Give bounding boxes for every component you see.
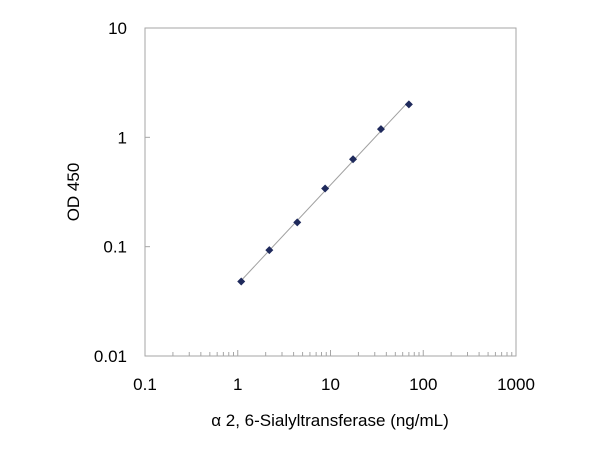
- data-point: [321, 184, 330, 193]
- data-points: [237, 100, 413, 286]
- x-tick-label: 100: [409, 375, 437, 394]
- data-point: [237, 277, 246, 286]
- x-tick-label: 10: [321, 375, 340, 394]
- data-point: [265, 246, 274, 255]
- y-tick-labels: 0.01 0.1 1 10: [94, 19, 127, 366]
- x-tick-labels: 0.1 1 10 100 1000: [133, 375, 535, 394]
- x-axis-title: α 2, 6-Sialyltransferase (ng/mL): [211, 411, 449, 430]
- data-point: [376, 125, 385, 134]
- y-tick-label: 10: [108, 19, 127, 38]
- x-tick-label: 0.1: [133, 375, 157, 394]
- plot-area-frame: [144, 27, 517, 357]
- minor-ticks: [144, 27, 517, 357]
- x-tick-label: 1: [233, 375, 242, 394]
- y-tick-label: 1: [118, 128, 127, 147]
- data-point: [293, 218, 302, 227]
- data-point: [404, 100, 413, 109]
- y-axis-title: OD 450: [64, 163, 83, 222]
- y-tick-label: 0.01: [94, 347, 127, 366]
- y-tick-label: 0.1: [103, 238, 127, 257]
- x-tick-label: 1000: [497, 375, 535, 394]
- data-point: [349, 155, 358, 164]
